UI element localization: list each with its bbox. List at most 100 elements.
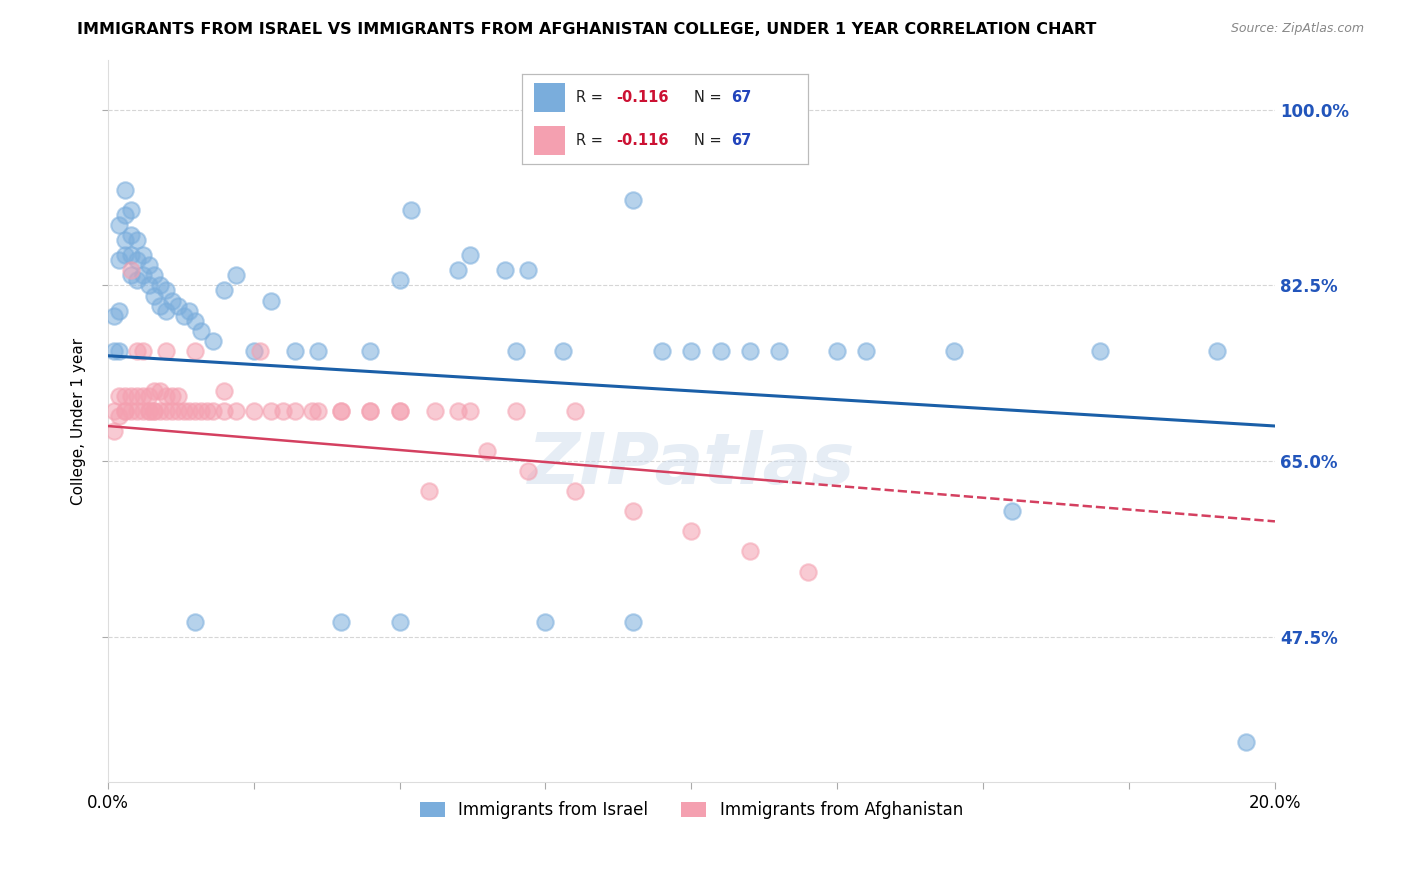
- Point: [517, 464, 540, 478]
- Point: [160, 404, 183, 418]
- Point: [1205, 343, 1227, 358]
- Point: [681, 343, 703, 358]
- Point: [149, 299, 172, 313]
- Point: [260, 293, 283, 308]
- Point: [621, 193, 644, 207]
- Point: [505, 343, 527, 358]
- Text: Source: ZipAtlas.com: Source: ZipAtlas.com: [1230, 22, 1364, 36]
- Point: [103, 309, 125, 323]
- Point: [943, 343, 966, 358]
- Point: [621, 615, 644, 629]
- Point: [681, 524, 703, 539]
- Point: [114, 208, 136, 222]
- Point: [225, 404, 247, 418]
- Point: [214, 284, 236, 298]
- Point: [173, 404, 195, 418]
- Point: [166, 389, 188, 403]
- Point: [564, 404, 586, 418]
- Point: [138, 404, 160, 418]
- Point: [825, 343, 848, 358]
- Point: [301, 404, 323, 418]
- Point: [114, 404, 136, 418]
- Point: [1088, 343, 1111, 358]
- Point: [271, 404, 294, 418]
- Point: [242, 404, 264, 418]
- Point: [138, 404, 160, 418]
- Point: [114, 404, 136, 418]
- Point: [768, 343, 790, 358]
- Point: [108, 219, 131, 233]
- Point: [108, 389, 131, 403]
- Point: [132, 389, 155, 403]
- Point: [155, 284, 177, 298]
- Point: [125, 273, 148, 287]
- Point: [283, 404, 305, 418]
- Point: [458, 404, 481, 418]
- Point: [173, 309, 195, 323]
- Point: [160, 293, 183, 308]
- Point: [143, 268, 166, 283]
- Point: [225, 268, 247, 283]
- Point: [108, 409, 131, 423]
- Point: [160, 389, 183, 403]
- Point: [534, 615, 557, 629]
- Point: [132, 248, 155, 262]
- Point: [120, 404, 142, 418]
- Point: [260, 404, 283, 418]
- Point: [201, 334, 224, 348]
- Point: [103, 404, 125, 418]
- Point: [149, 384, 172, 398]
- Point: [155, 303, 177, 318]
- Point: [108, 343, 131, 358]
- Point: [155, 389, 177, 403]
- Point: [494, 263, 516, 277]
- Point: [418, 484, 440, 499]
- Point: [184, 313, 207, 327]
- Point: [143, 404, 166, 418]
- Point: [114, 233, 136, 247]
- Point: [388, 404, 411, 418]
- Point: [1001, 504, 1024, 518]
- Point: [738, 544, 761, 558]
- Point: [114, 248, 136, 262]
- Point: [184, 343, 207, 358]
- Point: [307, 404, 329, 418]
- Point: [738, 343, 761, 358]
- Point: [517, 263, 540, 277]
- Point: [103, 424, 125, 438]
- Point: [855, 343, 877, 358]
- Point: [125, 253, 148, 268]
- Point: [149, 278, 172, 293]
- Point: [621, 504, 644, 518]
- Point: [399, 203, 422, 218]
- Point: [330, 615, 353, 629]
- Point: [114, 183, 136, 197]
- Point: [388, 404, 411, 418]
- Point: [138, 278, 160, 293]
- Point: [447, 263, 470, 277]
- Point: [108, 253, 131, 268]
- Point: [166, 404, 188, 418]
- Point: [143, 288, 166, 302]
- Point: [108, 303, 131, 318]
- Point: [143, 404, 166, 418]
- Point: [120, 268, 142, 283]
- Point: [709, 343, 731, 358]
- Point: [184, 404, 207, 418]
- Point: [388, 615, 411, 629]
- Point: [458, 248, 481, 262]
- Point: [797, 565, 820, 579]
- Point: [195, 404, 218, 418]
- Point: [103, 343, 125, 358]
- Point: [125, 233, 148, 247]
- Point: [166, 299, 188, 313]
- Point: [242, 343, 264, 358]
- Text: IMMIGRANTS FROM ISRAEL VS IMMIGRANTS FROM AFGHANISTAN COLLEGE, UNDER 1 YEAR CORR: IMMIGRANTS FROM ISRAEL VS IMMIGRANTS FRO…: [77, 22, 1097, 37]
- Point: [125, 343, 148, 358]
- Point: [249, 343, 271, 358]
- Point: [214, 384, 236, 398]
- Point: [114, 389, 136, 403]
- Point: [190, 324, 212, 338]
- Point: [330, 404, 353, 418]
- Point: [475, 444, 498, 458]
